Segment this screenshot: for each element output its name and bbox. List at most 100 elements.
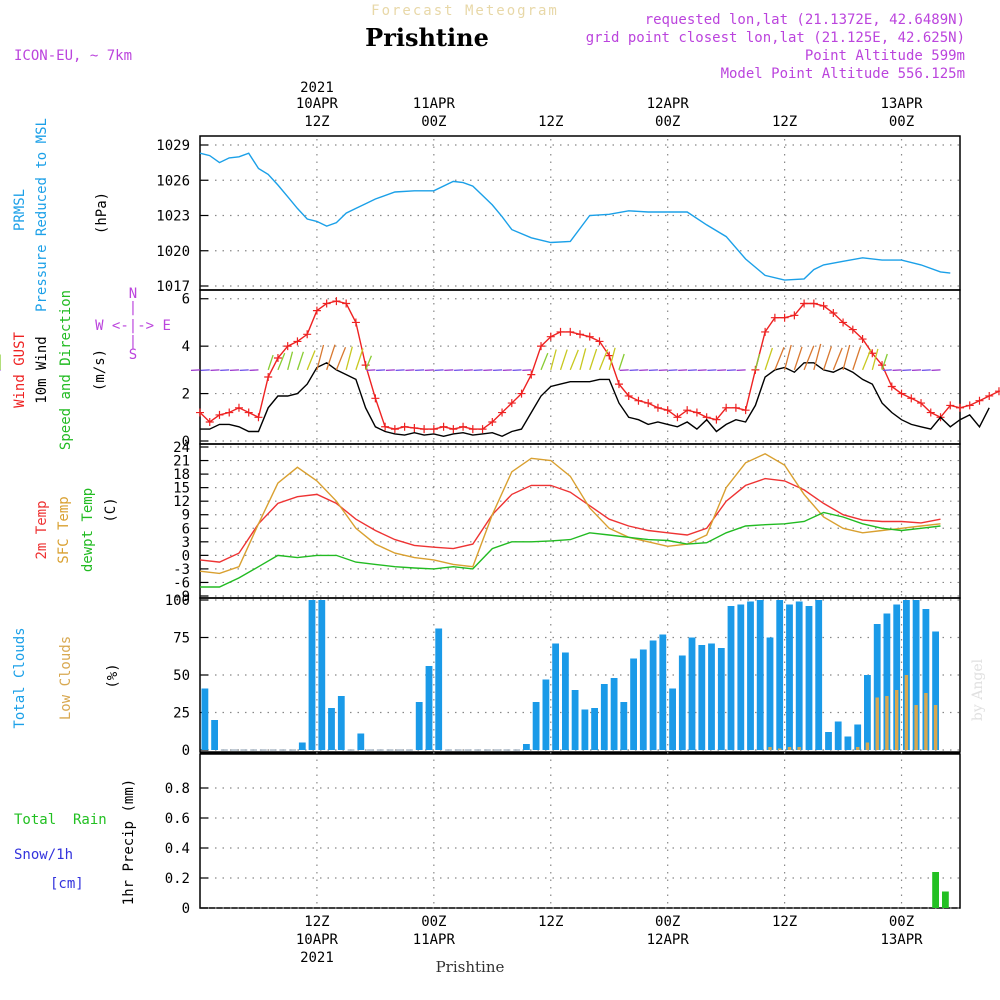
wind-direction-arrow bbox=[931, 369, 941, 372]
wind-direction-arrow bbox=[559, 349, 568, 371]
gust-marker bbox=[273, 354, 282, 363]
bottom-hour-label: 00Z bbox=[655, 914, 680, 930]
bar-total-clouds bbox=[864, 675, 871, 750]
bar-total-clouds bbox=[873, 624, 881, 750]
bar-low-clouds bbox=[914, 705, 918, 750]
gust-marker bbox=[312, 306, 321, 315]
bar-total-clouds bbox=[308, 600, 316, 750]
bar-total-clouds bbox=[727, 606, 735, 750]
bar-total-clouds bbox=[786, 604, 793, 750]
bar-total-clouds bbox=[678, 655, 686, 750]
wind-direction-arrow bbox=[424, 369, 434, 372]
gust-marker bbox=[205, 418, 214, 427]
low-clouds-label: Low Clouds bbox=[58, 636, 74, 720]
bar-total-clouds bbox=[337, 696, 345, 750]
top-hour-label: 00Z bbox=[421, 114, 446, 130]
gust-marker bbox=[829, 308, 838, 317]
wind-direction-label: Speed and Direction bbox=[58, 290, 74, 450]
y-tick-label: 0.4 bbox=[165, 841, 190, 857]
wind-panel-frame bbox=[199, 289, 961, 445]
bar-total-clouds bbox=[630, 658, 637, 750]
bar-total-clouds bbox=[298, 742, 306, 750]
gust-marker bbox=[994, 387, 1000, 396]
total-rain-label: Total Rain bbox=[14, 812, 107, 828]
gust-marker bbox=[946, 401, 955, 410]
bar-total-clouds bbox=[669, 688, 676, 750]
y-tick-label: 0 bbox=[182, 434, 190, 450]
wind-direction-arrow bbox=[454, 369, 464, 372]
bar-total-clouds bbox=[688, 637, 696, 750]
wind-10m-label: 10m Wind bbox=[34, 336, 50, 403]
y-tick-label: 1023 bbox=[156, 209, 190, 225]
gust-marker bbox=[546, 332, 555, 341]
gust-marker bbox=[468, 425, 477, 434]
gust-marker bbox=[381, 422, 390, 431]
y-tick-label: 50 bbox=[173, 668, 190, 684]
top-hour-label: 12Z bbox=[538, 114, 563, 130]
data-marks bbox=[0, 152, 1000, 908]
gust-marker bbox=[556, 327, 565, 336]
bottom-hour-label: 12Z bbox=[304, 914, 329, 930]
y-tick-label: -9 bbox=[173, 589, 190, 605]
gust-marker bbox=[342, 299, 351, 308]
credit-watermark: by Angel bbox=[970, 658, 986, 721]
temp-panel-frame bbox=[199, 443, 961, 599]
series-line-prmsl bbox=[199, 152, 951, 281]
bar-total-clouds bbox=[201, 688, 209, 750]
bottom-date-label: 11APR bbox=[413, 932, 456, 948]
wind-direction-arrow bbox=[871, 348, 879, 371]
bar-total-clouds bbox=[795, 601, 803, 750]
gust-marker bbox=[488, 418, 497, 427]
wind-unit: (m/s) bbox=[92, 349, 108, 391]
gust-marker bbox=[234, 403, 243, 412]
gust-marker bbox=[878, 361, 887, 370]
axis-ticks: 101710201023102610290246-9-6-30369121518… bbox=[156, 138, 208, 917]
bottom-date-label: 10APR bbox=[296, 932, 339, 948]
gust-marker bbox=[215, 410, 224, 419]
gust-marker bbox=[283, 342, 292, 351]
wind-direction-arrow bbox=[754, 353, 761, 371]
wind-direction-arrow bbox=[190, 369, 201, 372]
bar-total-clouds bbox=[825, 732, 832, 750]
wind-direction-arrow bbox=[355, 348, 364, 371]
gust-marker bbox=[361, 361, 370, 370]
bottom-hour-label: 12Z bbox=[538, 914, 563, 930]
wind-direction-arrow bbox=[306, 350, 316, 371]
bar-total-clouds bbox=[756, 600, 764, 750]
wind-direction-arrow bbox=[200, 369, 210, 372]
wind-direction-arrow bbox=[277, 352, 286, 371]
bottom-hour-label: 00Z bbox=[889, 914, 914, 930]
gust-marker bbox=[459, 422, 468, 431]
gust-marker bbox=[780, 313, 789, 322]
wind-direction-arrow bbox=[697, 369, 707, 372]
bar-total-clouds bbox=[834, 721, 842, 750]
wind-direction-arrow bbox=[316, 344, 325, 371]
point-altitude: Point Altitude 599m bbox=[805, 48, 965, 64]
gust-marker bbox=[741, 406, 750, 415]
wind-direction-arrow bbox=[803, 345, 815, 371]
bar-total-clouds bbox=[659, 634, 667, 750]
y-tick-label: 15 bbox=[173, 481, 190, 497]
top-hour-label: 12Z bbox=[772, 114, 797, 130]
model-label: ICON-EU, ~ 7km bbox=[14, 48, 132, 64]
bar-total-clouds bbox=[698, 645, 706, 750]
compass-vertical-top: | bbox=[129, 300, 137, 316]
bar-low-clouds bbox=[797, 747, 801, 750]
gust-marker bbox=[351, 318, 360, 327]
wind-direction-arrow bbox=[550, 349, 557, 371]
wind-direction-arrow bbox=[793, 346, 803, 371]
gust-marker bbox=[566, 327, 575, 336]
pressure-label-1: PRMSL bbox=[12, 189, 28, 231]
bottom-hour-label: 00Z bbox=[421, 914, 446, 930]
bar-total-clouds bbox=[571, 690, 579, 750]
bottom-year-label: 2021 bbox=[300, 950, 334, 966]
place-title: Prishtine bbox=[365, 23, 489, 52]
gust-marker bbox=[303, 330, 312, 339]
gust-marker bbox=[293, 337, 302, 346]
wind-direction-arrow bbox=[648, 369, 658, 372]
bar-total-rain bbox=[942, 891, 949, 908]
bar-low-clouds bbox=[904, 675, 909, 750]
bar-total-clouds bbox=[639, 649, 647, 750]
y-tick-label: 1017 bbox=[156, 279, 190, 295]
gust-marker bbox=[858, 335, 867, 344]
